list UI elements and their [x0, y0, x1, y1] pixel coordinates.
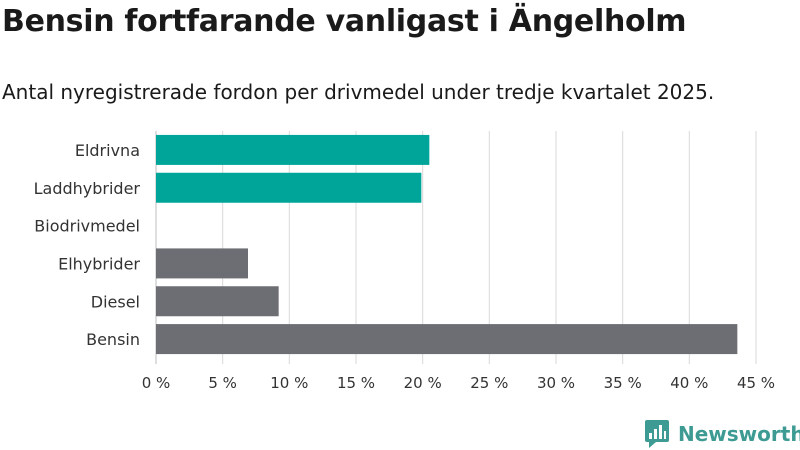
x-tick-label: 45 % — [737, 374, 775, 392]
x-tick-label: 40 % — [670, 374, 708, 392]
bar — [156, 286, 279, 317]
x-tick-label: 25 % — [470, 374, 508, 392]
chart-subtitle: Antal nyregistrerade fordon per drivmede… — [2, 80, 715, 104]
x-tick-label: 15 % — [337, 374, 375, 392]
category-label: Eldrivna — [75, 141, 140, 160]
category-label: Diesel — [91, 292, 140, 311]
category-labels: Eldrivna Laddhybrider Biodrivmedel Elhybrid… — [34, 141, 141, 349]
x-tick-label: 0 % — [142, 374, 171, 392]
category-label: Elhybrider — [58, 254, 140, 273]
bar — [156, 134, 430, 165]
category-label: Laddhybrider — [34, 179, 141, 198]
bar — [156, 248, 248, 279]
brand-name: Newsworthy — [678, 422, 800, 446]
x-tick-label: 30 % — [537, 374, 575, 392]
chart-title: Bensin fortfarande vanligast i Ängelholm — [2, 4, 687, 39]
x-tick-label: 10 % — [270, 374, 308, 392]
category-label: Bensin — [86, 330, 140, 349]
x-axis: 0 % 5 % 10 % 15 % 20 % 25 % 30 % 35 % 40 % 45 % — [142, 374, 775, 392]
bar — [156, 324, 738, 355]
brand-logo: Newsworthy — [644, 418, 800, 450]
x-tick-label: 35 % — [604, 374, 642, 392]
newsworthy-logo-icon — [645, 420, 669, 448]
bar — [156, 172, 422, 203]
category-label: Biodrivmedel — [34, 217, 140, 236]
bars — [156, 134, 738, 355]
x-tick-label: 5 % — [208, 374, 237, 392]
x-tick-label: 20 % — [404, 374, 442, 392]
